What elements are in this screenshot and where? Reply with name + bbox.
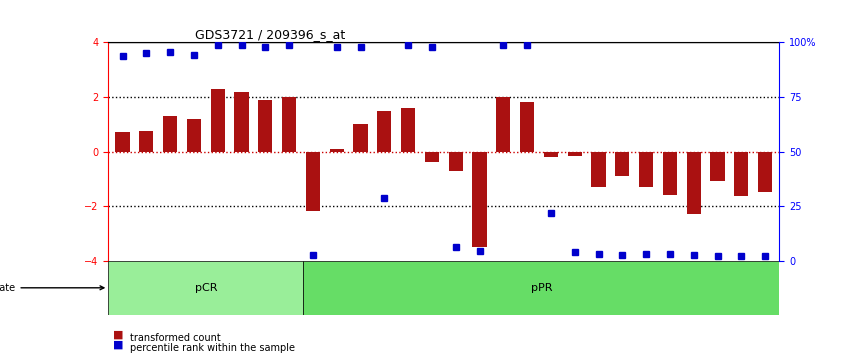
Bar [378,111,391,152]
Bar [758,152,772,193]
FancyBboxPatch shape [108,261,303,315]
Text: pPR: pPR [531,283,553,293]
Bar [662,152,677,195]
Bar [401,108,416,152]
Bar [472,152,487,247]
Text: transformed count: transformed count [130,333,221,343]
Text: GDS3721 / 209396_s_at: GDS3721 / 209396_s_at [196,28,346,41]
Bar [353,124,368,152]
Bar [639,152,653,187]
Bar [115,132,130,152]
Bar [496,97,510,152]
Bar [210,89,225,152]
FancyBboxPatch shape [303,261,779,315]
Bar [710,152,725,182]
Text: pCR: pCR [195,283,217,293]
Text: percentile rank within the sample: percentile rank within the sample [130,343,295,353]
Bar [187,119,201,152]
Bar [139,131,153,152]
Bar [615,152,630,176]
Bar [734,152,748,196]
Text: ■: ■ [113,339,123,350]
Text: ■: ■ [113,330,123,340]
Bar [258,100,273,152]
Bar [163,116,178,152]
Bar [520,102,534,152]
Bar [235,92,249,152]
Bar [306,152,320,211]
Bar [687,152,701,214]
Bar [282,97,296,152]
Text: disease state: disease state [0,283,104,293]
Bar [591,152,605,187]
Bar [544,152,558,157]
Bar [425,152,439,162]
Bar [449,152,462,171]
Bar [330,149,344,152]
Bar [567,152,582,156]
